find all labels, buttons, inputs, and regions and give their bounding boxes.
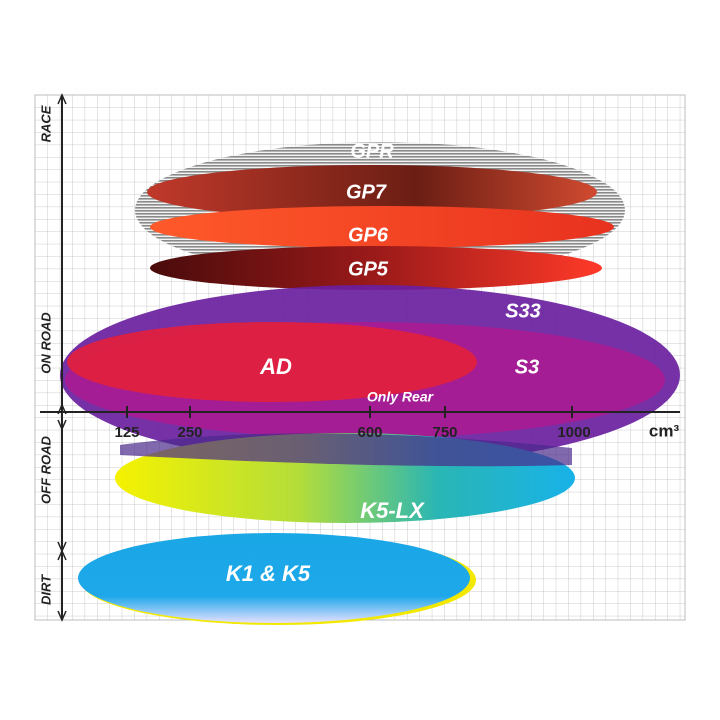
product-label: S3 <box>515 356 539 378</box>
product-label: GP5 <box>348 258 389 280</box>
gp6-shape <box>150 206 614 248</box>
y-label: OFF ROAD <box>38 435 53 503</box>
s33-overlap <box>120 433 572 467</box>
product-label: K5-LX <box>360 498 425 523</box>
x-tick-label: 600 <box>357 424 382 441</box>
axis-arrows <box>57 93 67 622</box>
gp7-shape <box>147 165 597 219</box>
product-label: GPR <box>350 140 394 162</box>
product-label: GP6 <box>348 224 389 246</box>
product-label: K1 & K5 <box>226 561 311 586</box>
x-tick-label: 1000 <box>557 424 590 441</box>
ad-shape <box>67 322 477 402</box>
x-unit: cm³ <box>649 421 680 440</box>
x-tick-label: 250 <box>177 424 202 441</box>
product-label: AD <box>259 354 292 379</box>
y-label: DIRT <box>38 574 53 605</box>
gp5-shape <box>150 246 602 290</box>
x-ticks <box>126 406 573 418</box>
product-label: S33 <box>505 300 541 322</box>
y-label: ON ROAD <box>38 312 53 374</box>
note: Only Rear <box>367 389 435 405</box>
y-label: RACE <box>38 105 53 142</box>
x-tick-label: 750 <box>432 424 457 441</box>
k1k5-shape <box>78 533 470 623</box>
x-tick-label: 125 <box>114 424 139 441</box>
product-label: GP7 <box>346 181 387 203</box>
